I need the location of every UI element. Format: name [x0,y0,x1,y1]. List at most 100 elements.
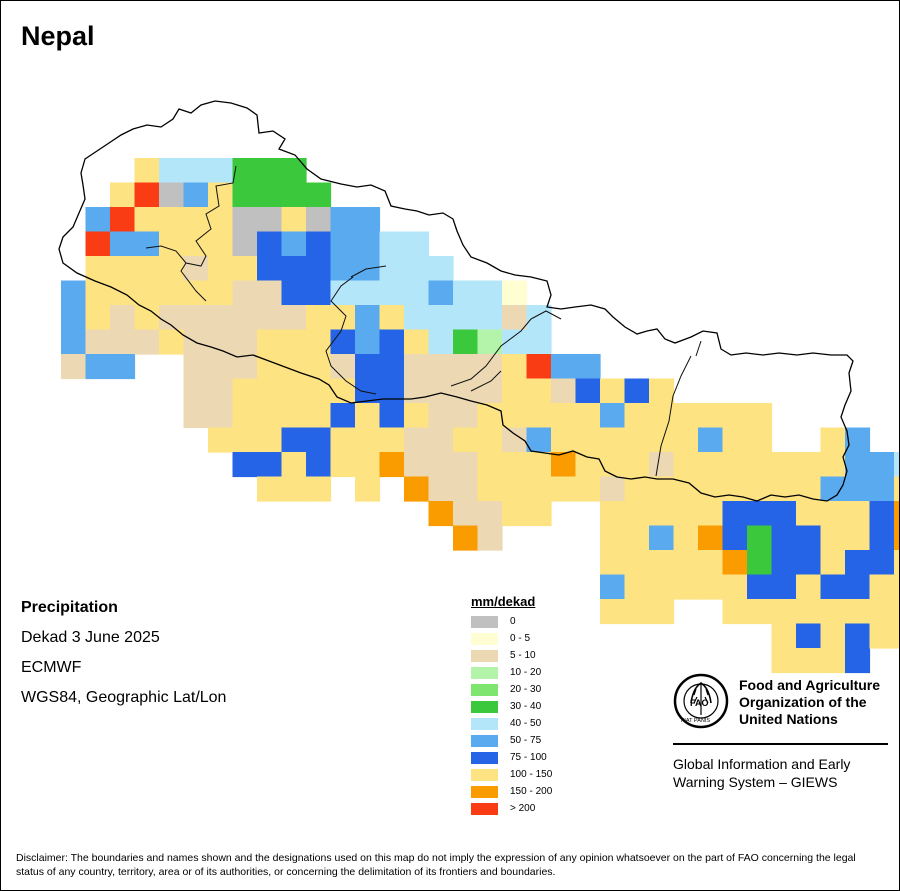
grid-cell [379,427,405,453]
grid-cell [110,354,136,380]
grid-cell [820,599,846,625]
legend-swatch [471,683,498,696]
grid-cell [894,501,899,527]
grid-cell [257,280,283,306]
grid-cell [551,476,577,502]
grid-cell [330,207,356,233]
grid-cell [894,550,899,576]
grid-cell [624,574,650,600]
grid-cell [575,354,601,380]
grid-cell [183,403,209,429]
grid-cell [771,648,797,674]
grid-cell [404,354,430,380]
grid-cell [134,207,160,233]
grid-cell [61,329,87,355]
grid-cell [477,525,503,551]
grid-cell [428,403,454,429]
legend-item: 40 - 50 [471,715,552,732]
legend-swatch [471,649,498,662]
grid-cell [404,452,430,478]
legend-item: 75 - 100 [471,749,552,766]
grid-cell [575,378,601,404]
grid-cell [306,378,332,404]
grid-cell [183,378,209,404]
grid-cell [159,280,185,306]
legend-item: 100 - 150 [471,766,552,783]
grid-cell [624,476,650,502]
grid-cell [379,354,405,380]
grid-cell [404,305,430,331]
grid-cell [281,256,307,282]
fao-logo-icon: FAO FIAT PANIS [673,673,729,729]
grid-cell [85,207,111,233]
grid-cell [526,329,552,355]
grid-cell [722,599,748,625]
grid-cell [747,599,773,625]
grid-cell [869,623,895,649]
grid-cell [257,256,283,282]
grid-cell [747,501,773,527]
grid-cell [820,501,846,527]
giews-line1: Global Information and Early [673,756,851,772]
legend-swatch [471,632,498,645]
grid-cell [85,354,111,380]
grid-cell [355,427,381,453]
legend-item: 0 [471,613,552,630]
legend-label: 50 - 75 [510,735,542,746]
grid-cell [502,501,528,527]
legend-item: > 200 [471,800,552,817]
grid-cell [232,305,258,331]
grid-cell [600,599,626,625]
grid-cell [600,403,626,429]
grid-cell [649,452,675,478]
grid-cell [453,305,479,331]
legend-label: > 200 [510,803,536,814]
grid-cell [649,574,675,600]
grid-cell [183,256,209,282]
grid-cell [428,280,454,306]
grid-cell [428,329,454,355]
grid-cell [281,452,307,478]
grid-cell [502,378,528,404]
grid-cell [673,452,699,478]
grid-cell [624,599,650,625]
grid-cell [257,403,283,429]
legend-swatch [471,802,498,815]
grid-cell [379,378,405,404]
grid-cell [477,378,503,404]
grid-cell [257,427,283,453]
grid-cell [453,403,479,429]
grid-cell [624,501,650,527]
grid-cell [551,378,577,404]
grid-cell [796,574,822,600]
legend-label: 40 - 50 [510,718,542,729]
grid-cell [232,231,258,257]
grid-cell [845,623,871,649]
grid-cell [477,329,503,355]
grid-cell [698,427,724,453]
legend-classes: 0 0 - 5 5 - 10 10 - 20 20 - 30 30 - 40 40 - 50… [471,613,552,817]
grid-cell [649,599,675,625]
grid-cell [698,403,724,429]
grid-cell [183,231,209,257]
grid-cell [673,574,699,600]
grid-cell [183,158,209,184]
grid-cell [281,280,307,306]
grid-cell [869,599,895,625]
grid-cell [379,231,405,257]
grid-cell [110,256,136,282]
grid-cell [477,280,503,306]
grid-cell [747,452,773,478]
grid-cell [845,648,871,674]
grid-cell [404,280,430,306]
variable-label: Precipitation [21,599,118,616]
grid-cell [281,158,307,184]
legend-label: 75 - 100 [510,752,547,763]
grid-cell [110,329,136,355]
grid-cell [624,550,650,576]
grid-cell [600,427,626,453]
grid-cell [85,256,111,282]
legend-item: 30 - 40 [471,698,552,715]
grid-cell [649,378,675,404]
grid-cell [551,452,577,478]
